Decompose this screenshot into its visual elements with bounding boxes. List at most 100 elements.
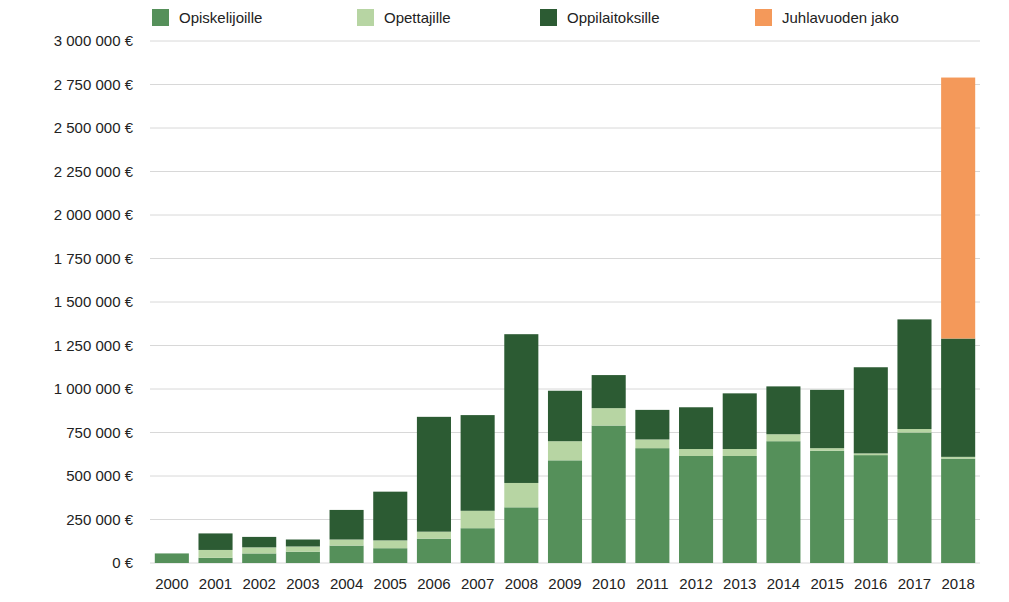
y-tick-label: 2 750 000 € <box>54 76 134 93</box>
x-tick-label: 2011 <box>636 575 668 592</box>
x-tick-label: 2009 <box>548 575 581 592</box>
bar-segment <box>897 433 931 564</box>
bar-segment <box>854 367 888 368</box>
bar-segment <box>373 548 407 563</box>
bar-segment <box>766 386 800 434</box>
y-tick-label: 250 000 € <box>66 511 133 528</box>
bar-segment <box>461 511 495 528</box>
x-tick-label: 2018 <box>941 575 974 592</box>
bar-segment <box>242 547 276 553</box>
bar-segment <box>635 409 669 410</box>
x-tick-label: 2007 <box>461 575 494 592</box>
bar-segment <box>155 553 189 563</box>
bar-segment <box>548 390 582 391</box>
grid-line <box>150 258 980 259</box>
bar-segment <box>286 546 320 551</box>
bar-segment <box>461 528 495 563</box>
bar-segment <box>155 553 189 554</box>
bar-segment <box>592 375 626 408</box>
bar-segment <box>504 334 538 483</box>
bar-segment <box>330 540 364 546</box>
grid-line <box>150 302 980 303</box>
grid-line <box>150 128 980 129</box>
bar-segment <box>766 441 800 563</box>
bar-segment <box>854 455 888 563</box>
x-tick-label: 2015 <box>810 575 843 592</box>
bar-segment <box>373 492 407 541</box>
bar-segment <box>679 407 713 449</box>
x-tick-label: 2017 <box>898 575 931 592</box>
legend-swatch <box>755 9 772 26</box>
bar-segment <box>766 434 800 441</box>
bar-segment <box>330 510 364 540</box>
bar-segment <box>286 540 320 547</box>
bar-segment <box>330 509 364 510</box>
bar-segment <box>155 553 189 554</box>
bar-segment <box>373 491 407 492</box>
legend-swatch <box>357 9 374 26</box>
bar-segment <box>941 457 975 459</box>
bar-segment <box>679 449 713 456</box>
bar-segment <box>592 408 626 425</box>
bar-segment <box>635 448 669 563</box>
x-tick-label: 2004 <box>330 575 363 592</box>
bar-segment <box>723 393 757 449</box>
bar-segment <box>242 536 276 537</box>
chart-svg: 0 €250 000 €500 000 €750 000 €1 000 000 … <box>0 0 1009 602</box>
grid <box>150 41 980 563</box>
y-tick-label: 3 000 000 € <box>54 32 134 49</box>
bars <box>155 78 975 563</box>
bar-segment <box>198 550 232 558</box>
x-tick-label: 2012 <box>679 575 712 592</box>
x-tick-label: 2013 <box>723 575 756 592</box>
bar-segment <box>242 553 276 563</box>
bar-segment <box>504 483 538 507</box>
bar-segment <box>242 537 276 547</box>
y-tick-label: 2 000 000 € <box>54 206 134 223</box>
bar-segment <box>461 415 495 511</box>
bar-segment <box>635 410 669 440</box>
bar-segment <box>286 539 320 540</box>
legend-swatch <box>540 9 557 26</box>
y-tick-label: 0 € <box>112 554 134 571</box>
bar-segment <box>810 448 844 451</box>
bar-segment <box>373 540 407 548</box>
bar-segment <box>548 441 582 460</box>
bar-segment <box>198 558 232 563</box>
legend-label: Opettajille <box>384 9 451 26</box>
bar-segment <box>417 539 451 563</box>
bar-segment <box>592 375 626 376</box>
bar-segment <box>854 453 888 455</box>
x-tick-label: 2001 <box>199 575 232 592</box>
bar-segment <box>417 416 451 417</box>
bar-segment <box>723 449 757 456</box>
y-tick-label: 1 250 000 € <box>54 337 134 354</box>
bar-segment <box>504 334 538 335</box>
bar-segment <box>504 507 538 563</box>
bar-segment <box>592 426 626 563</box>
grid-line <box>150 171 980 172</box>
legend-label: Juhlavuoden jako <box>782 9 899 26</box>
bar-segment <box>635 439 669 448</box>
y-tick-label: 1 750 000 € <box>54 250 134 267</box>
bar-segment <box>155 553 189 554</box>
bar-segment <box>548 460 582 563</box>
x-tick-label: 2006 <box>417 575 450 592</box>
x-tick-label: 2010 <box>592 575 625 592</box>
bar-segment <box>810 390 844 448</box>
bar-segment <box>198 533 232 550</box>
bar-segment <box>810 389 844 390</box>
bar-segment <box>897 319 931 320</box>
y-tick-label: 2 500 000 € <box>54 119 134 136</box>
bar-segment <box>941 339 975 457</box>
bar-segment <box>286 552 320 563</box>
bar-segment <box>679 407 713 408</box>
bar-segment <box>766 386 800 387</box>
chart-container: 0 €250 000 €500 000 €750 000 €1 000 000 … <box>0 0 1009 602</box>
bar-segment <box>679 456 713 563</box>
legend-swatch <box>152 9 169 26</box>
x-tick-label: 2005 <box>374 575 407 592</box>
x-tick-label: 2008 <box>505 575 538 592</box>
legend-label: Opiskelijoille <box>179 9 262 26</box>
x-tick-label: 2016 <box>854 575 887 592</box>
